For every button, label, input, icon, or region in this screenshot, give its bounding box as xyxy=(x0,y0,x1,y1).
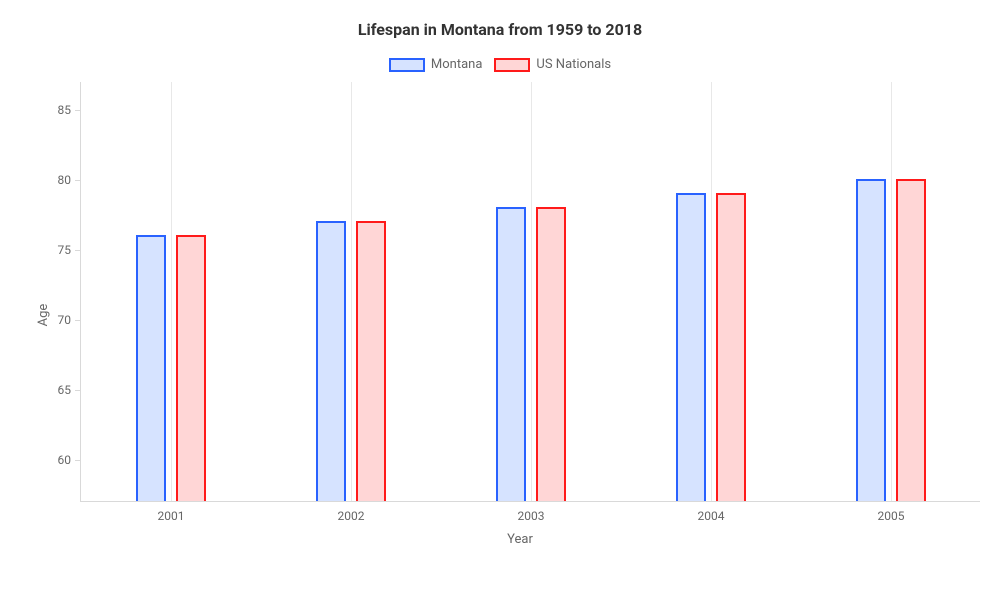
plot-area: 60657075808520012002200320042005 xyxy=(80,82,980,502)
gridline xyxy=(711,82,712,501)
xtick-label: 2001 xyxy=(158,501,185,523)
bar-montana-2004 xyxy=(676,193,706,501)
ytick-mark xyxy=(75,180,81,181)
ytick-mark xyxy=(75,460,81,461)
chart-title: Lifespan in Montana from 1959 to 2018 xyxy=(20,20,980,39)
gridline xyxy=(891,82,892,501)
legend-label-0: Montana xyxy=(431,57,483,72)
legend-swatch-0 xyxy=(389,58,425,72)
bar-montana-2003 xyxy=(496,207,526,501)
bar-us-nationals-2002 xyxy=(356,221,386,501)
x-axis-label: Year xyxy=(80,532,960,547)
gridline xyxy=(171,82,172,501)
legend: Montana US Nationals xyxy=(20,57,980,72)
plot: Age 60657075808520012002200320042005 Yea… xyxy=(80,82,960,547)
y-axis-label: Age xyxy=(36,303,51,326)
bar-us-nationals-2004 xyxy=(716,193,746,501)
xtick-label: 2004 xyxy=(698,501,725,523)
bar-us-nationals-2005 xyxy=(896,179,926,501)
gridline xyxy=(351,82,352,501)
ytick-mark xyxy=(75,250,81,251)
legend-item-0: Montana xyxy=(389,57,483,72)
bar-us-nationals-2001 xyxy=(176,235,206,501)
ytick-mark xyxy=(75,320,81,321)
gridline xyxy=(531,82,532,501)
ytick-mark xyxy=(75,390,81,391)
xtick-label: 2002 xyxy=(338,501,365,523)
xtick-label: 2005 xyxy=(878,501,905,523)
ytick-mark xyxy=(75,110,81,111)
bar-montana-2001 xyxy=(136,235,166,501)
bar-montana-2005 xyxy=(856,179,886,501)
bar-montana-2002 xyxy=(316,221,346,501)
legend-item-1: US Nationals xyxy=(494,57,611,72)
bar-us-nationals-2003 xyxy=(536,207,566,501)
legend-label-1: US Nationals xyxy=(536,57,611,72)
legend-swatch-1 xyxy=(494,58,530,72)
chart-container: Lifespan in Montana from 1959 to 2018 Mo… xyxy=(0,0,1000,600)
xtick-label: 2003 xyxy=(518,501,545,523)
